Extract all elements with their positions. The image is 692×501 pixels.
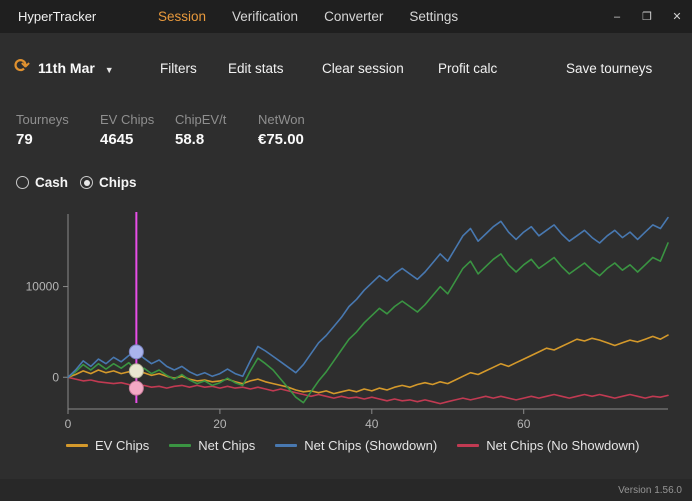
app-title: HyperTracker — [18, 9, 97, 24]
legend-swatch — [66, 444, 88, 447]
titlebar: HyperTracker Session Verification Conver… — [0, 0, 692, 33]
legend-swatch — [275, 444, 298, 447]
legend-item-net-chips-no-showdown[interactable]: Net Chips (No Showdown) — [457, 438, 639, 453]
filters-button[interactable]: Filters — [160, 61, 197, 76]
tab-settings[interactable]: Settings — [409, 9, 459, 24]
footer-bar — [0, 479, 692, 501]
tab-verification[interactable]: Verification — [232, 9, 299, 24]
legend-item-net-chips-showdown[interactable]: Net Chips (Showdown) — [275, 438, 437, 453]
stat-value: 4645 — [100, 131, 134, 148]
edit-stats-button[interactable]: Edit stats — [228, 61, 284, 76]
legend-label: EV Chips — [95, 438, 150, 453]
close-button[interactable]: ✕ — [672, 11, 682, 23]
chevron-down-icon: ▼ — [104, 65, 114, 75]
main-nav: Session Verification Converter Settings — [158, 0, 458, 33]
stat-tourneys: Tourneys 79 — [16, 112, 69, 148]
maximize-button[interactable]: ❐ — [642, 11, 652, 23]
svg-text:60: 60 — [517, 417, 531, 431]
tab-session[interactable]: Session — [158, 9, 207, 24]
svg-text:20: 20 — [213, 417, 227, 431]
stat-value: 58.8 — [175, 131, 205, 148]
legend-label: Net Chips — [198, 438, 256, 453]
svg-text:0: 0 — [52, 370, 59, 384]
refresh-icon[interactable]: ⟳ — [14, 56, 30, 77]
legend-item-net-chips[interactable]: Net Chips — [169, 438, 255, 453]
stat-value: 79 — [16, 131, 33, 148]
legend-item-ev-chips[interactable]: EV Chips — [66, 438, 149, 453]
stat-netwon: NetWon €75.00 — [258, 112, 305, 148]
save-tourneys-button[interactable]: Save tourneys — [566, 61, 653, 76]
svg-text:10000: 10000 — [26, 280, 60, 294]
date-picker[interactable]: 11th Mar ▼ — [38, 60, 114, 76]
session-chart[interactable]: 0 10000 0 20 40 60 — [6, 202, 682, 437]
radio-circle-icon — [80, 176, 93, 189]
legend-swatch — [457, 444, 480, 447]
legend-label: Net Chips (Showdown) — [304, 438, 438, 453]
svg-text:40: 40 — [365, 417, 379, 431]
legend-swatch — [169, 444, 192, 447]
radio-cash[interactable]: Cash — [16, 175, 68, 190]
minimize-button[interactable]: – — [613, 10, 621, 23]
stat-chipev: ChipEV/t 58.8 — [175, 112, 226, 148]
window-controls: – ❐ ✕ — [602, 0, 692, 33]
stat-label: EV Chips — [100, 112, 155, 127]
version-label: Version 1.56.0 — [618, 485, 682, 496]
svg-text:0: 0 — [65, 417, 72, 431]
radio-label: Cash — [35, 175, 69, 190]
radio-label: Chips — [99, 175, 137, 190]
date-label: 11th Mar — [38, 60, 95, 76]
profit-calc-button[interactable]: Profit calc — [438, 61, 498, 76]
clear-session-button[interactable]: Clear session — [322, 61, 404, 76]
stat-label: Tourneys — [16, 112, 69, 127]
radio-circle-icon — [16, 176, 29, 189]
stat-label: ChipEV/t — [175, 112, 227, 127]
stat-value: €75.00 — [258, 131, 304, 148]
stat-label: NetWon — [258, 112, 305, 127]
toolbar: ⟳ 11th Mar ▼ Filters Edit stats Clear se… — [0, 56, 692, 84]
radio-chips[interactable]: Chips — [80, 175, 137, 190]
stat-ev-chips: EV Chips 4645 — [100, 112, 154, 148]
chart-legend: EV Chips Net Chips Net Chips (Showdown) … — [66, 438, 639, 453]
tab-converter[interactable]: Converter — [324, 9, 384, 24]
legend-label: Net Chips (No Showdown) — [486, 438, 640, 453]
session-stats: Tourneys 79 EV Chips 4645 ChipEV/t 58.8 … — [0, 112, 692, 158]
